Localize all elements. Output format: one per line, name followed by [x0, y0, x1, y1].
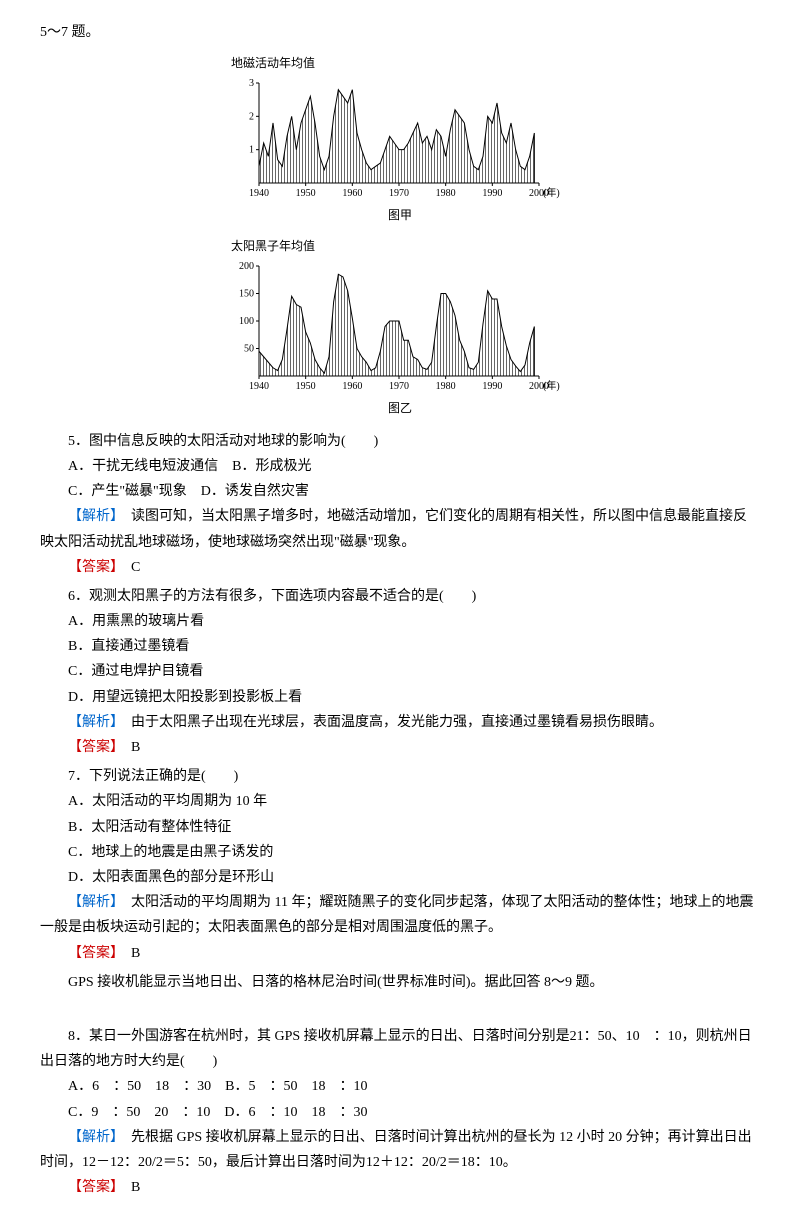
analysis-label: 【解析】 [68, 1130, 117, 1145]
q7-option-c: C．地球上的地震是由黑子诱发的 [40, 840, 760, 865]
answer-label: 【答案】 [68, 1180, 117, 1195]
svg-text:50: 50 [244, 343, 254, 354]
svg-text:1940: 1940 [249, 381, 269, 392]
chart1-title: 地磁活动年均值 [231, 53, 569, 75]
svg-text:1970: 1970 [389, 381, 409, 392]
svg-text:1950: 1950 [296, 381, 316, 392]
q8-answer: 【答案】 B [40, 1175, 760, 1200]
q5-analysis: 【解析】 读图可知，当太阳黑子增多时，地磁活动增加，它们变化的周期有相关性，所以… [40, 504, 760, 554]
q8-text: 8．某日一外国游客在杭州时，其 GPS 接收机屏幕上显示的日出、日落时间分别是2… [40, 1024, 760, 1074]
q6-text: 6．观测太阳黑子的方法有很多，下面选项内容最不适合的是( ) [40, 584, 760, 609]
q7-option-b: B．太阳活动有整体性特征 [40, 815, 760, 840]
analysis-label: 【解析】 [68, 895, 117, 910]
analysis-label: 【解析】 [68, 509, 117, 524]
q7-analysis: 【解析】 太阳活动的平均周期为 11 年；耀斑随黑子的变化同步起落，体现了太阳活… [40, 890, 760, 940]
q6-option-c: C．通过电焊护目镜看 [40, 659, 760, 684]
q7-analysis-text: 太阳活动的平均周期为 11 年；耀斑随黑子的变化同步起落，体现了太阳活动的整体性… [40, 895, 753, 935]
q5-answer: 【答案】 C [40, 555, 760, 580]
q5-options-ab: A．干扰无线电短波通信 B．形成极光 [40, 454, 760, 479]
q6-option-a: A．用熏黑的玻璃片看 [40, 609, 760, 634]
q5-answer-text: C [117, 560, 140, 575]
svg-text:100: 100 [239, 316, 254, 327]
q6-answer-text: B [117, 740, 140, 755]
gps-intro: GPS 接收机能显示当地日出、日落的格林尼治时间(世界标准时间)。据此回答 8～… [40, 970, 760, 995]
range-intro: 5～7 题。 [40, 20, 760, 45]
chart2-svg: 501001502001940195019601970198019902000(… [231, 260, 569, 394]
q6-analysis-text: 由于太阳黑子出现在光球层，表面温度高，发光能力强，直接通过墨镜看易损伤眼睛。 [117, 715, 663, 730]
q8-options-cd: C．9 ：50 20 ：10 D．6 ：10 18 ：30 [40, 1100, 760, 1125]
q6-analysis: 【解析】 由于太阳黑子出现在光球层，表面温度高，发光能力强，直接通过墨镜看易损伤… [40, 710, 760, 735]
svg-text:200: 200 [239, 261, 254, 272]
q7-text: 7．下列说法正确的是( ) [40, 764, 760, 789]
q7-answer-text: B [117, 946, 140, 961]
q7-option-a: A．太阳活动的平均周期为 10 年 [40, 789, 760, 814]
svg-text:3: 3 [249, 78, 254, 89]
q6-answer: 【答案】 B [40, 735, 760, 760]
chart2-caption: 图乙 [231, 398, 569, 420]
analysis-label: 【解析】 [68, 715, 117, 730]
chart1-container: 地磁活动年均值 1231940195019601970198019902000(… [40, 53, 760, 228]
svg-text:1970: 1970 [389, 188, 409, 199]
answer-label: 【答案】 [68, 946, 117, 961]
svg-text:1940: 1940 [249, 188, 269, 199]
svg-text:2: 2 [249, 111, 254, 122]
chart2-container: 太阳黑子年均值 50 100 150 200 1940 1950 1960 1970 1980 1… [40, 236, 760, 421]
q8-analysis-text: 先根据 GPS 接收机屏幕上显示的日出、日落时间计算出杭州的昼长为 12 小时 … [40, 1130, 752, 1170]
svg-text:150: 150 [239, 288, 254, 299]
svg-text:1: 1 [249, 144, 254, 155]
chart1-svg: 1231940195019601970198019902000(年) [231, 77, 569, 201]
answer-label: 【答案】 [68, 740, 117, 755]
q7-option-d: D．太阳表面黑色的部分是环形山 [40, 865, 760, 890]
svg-text:(年): (年) [543, 186, 560, 199]
svg-text:1980: 1980 [436, 188, 456, 199]
svg-text:1950: 1950 [296, 188, 316, 199]
svg-text:1990: 1990 [482, 381, 502, 392]
q7-answer: 【答案】 B [40, 941, 760, 966]
svg-text:(年): (年) [543, 379, 560, 392]
svg-text:1990: 1990 [482, 188, 502, 199]
svg-text:1960: 1960 [342, 188, 362, 199]
chart2-title: 太阳黑子年均值 [231, 236, 569, 258]
svg-text:1980: 1980 [436, 381, 456, 392]
q5-analysis-text: 读图可知，当太阳黑子增多时，地磁活动增加，它们变化的周期有相关性，所以图中信息最… [40, 509, 747, 549]
q8-options-ab: A．6 ：50 18 ：30 B．5 ：50 18 ：10 [40, 1074, 760, 1099]
q8-analysis: 【解析】 先根据 GPS 接收机屏幕上显示的日出、日落时间计算出杭州的昼长为 1… [40, 1125, 760, 1175]
q5-options-cd: C．产生"磁暴"现象 D．诱发自然灾害 [40, 479, 760, 504]
answer-label: 【答案】 [68, 560, 117, 575]
chart1-caption: 图甲 [231, 205, 569, 227]
q6-option-b: B．直接通过墨镜看 [40, 634, 760, 659]
q5-text: 5．图中信息反映的太阳活动对地球的影响为( ) [40, 429, 760, 454]
q6-option-d: D．用望远镜把太阳投影到投影板上看 [40, 685, 760, 710]
q8-answer-text: B [117, 1180, 140, 1195]
svg-text:1960: 1960 [342, 381, 362, 392]
